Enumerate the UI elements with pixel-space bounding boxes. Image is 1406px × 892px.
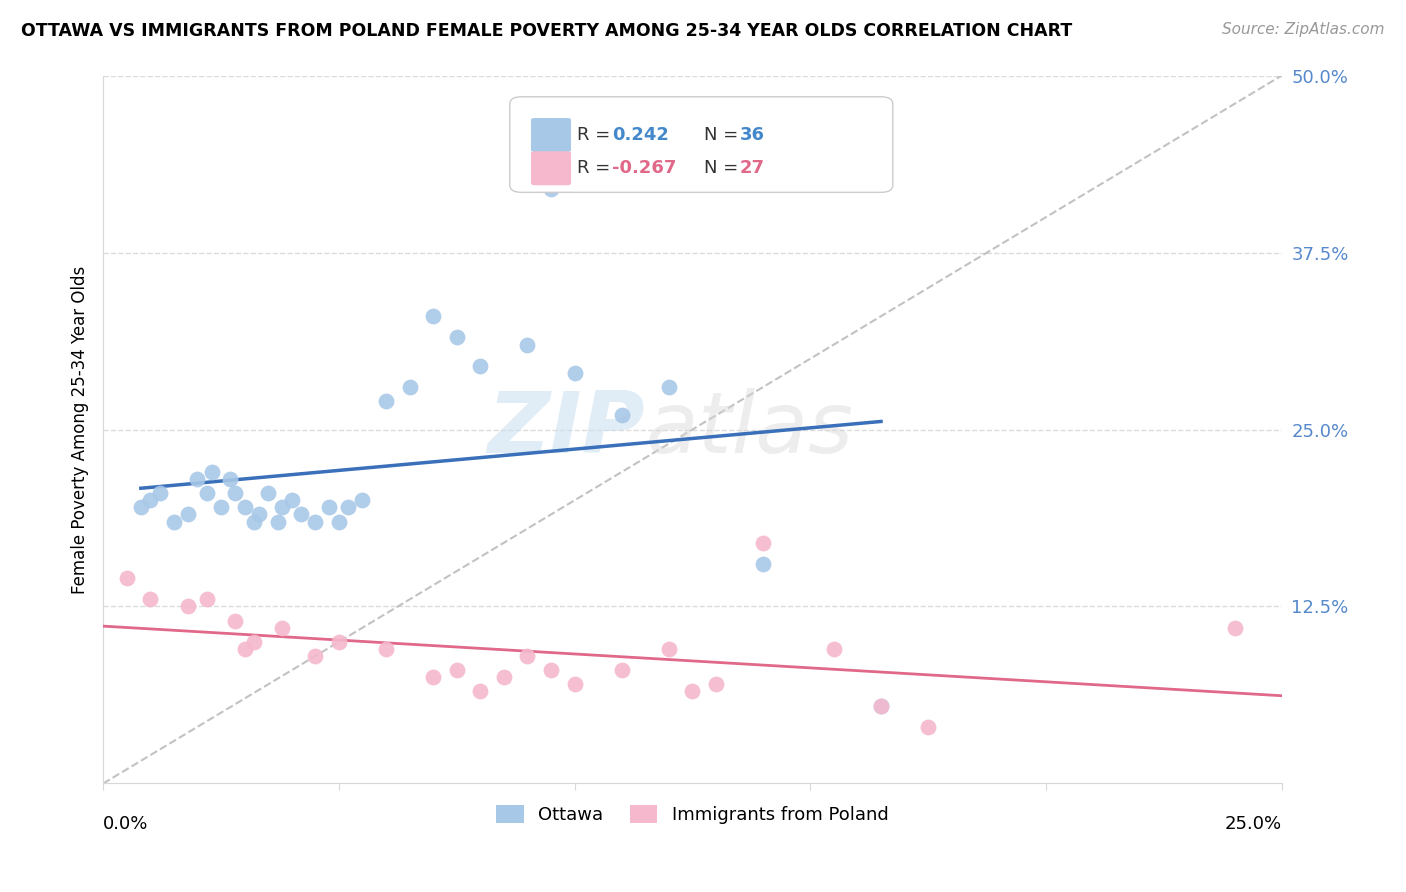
Text: R =: R = — [576, 126, 616, 144]
Point — [224, 486, 246, 500]
Point — [422, 310, 444, 324]
Point — [516, 337, 538, 351]
Point — [516, 648, 538, 663]
Point — [149, 486, 172, 500]
Point — [139, 592, 162, 607]
Point — [470, 359, 492, 373]
Text: 25.0%: 25.0% — [1225, 815, 1282, 833]
Point — [243, 635, 266, 649]
Point — [163, 515, 186, 529]
Point — [200, 465, 222, 479]
Text: N =: N = — [704, 126, 744, 144]
Point — [195, 592, 218, 607]
Point — [752, 535, 775, 549]
Point — [337, 500, 360, 515]
Point — [752, 557, 775, 571]
Point — [917, 720, 939, 734]
Point — [219, 472, 242, 486]
Point — [564, 677, 586, 691]
Point — [328, 515, 350, 529]
Text: OTTAWA VS IMMIGRANTS FROM POLAND FEMALE POVERTY AMONG 25-34 YEAR OLDS CORRELATIO: OTTAWA VS IMMIGRANTS FROM POLAND FEMALE … — [21, 22, 1073, 40]
Text: 0.0%: 0.0% — [103, 815, 149, 833]
Point — [492, 670, 515, 684]
Point — [243, 515, 266, 529]
Point — [304, 515, 326, 529]
Point — [209, 500, 232, 515]
Point — [280, 493, 302, 508]
Text: 27: 27 — [740, 160, 765, 178]
Text: R =: R = — [576, 160, 616, 178]
Text: -0.267: -0.267 — [612, 160, 676, 178]
Point — [304, 648, 326, 663]
FancyBboxPatch shape — [531, 152, 571, 186]
Point — [177, 508, 200, 522]
Point — [233, 642, 256, 657]
Point — [290, 508, 312, 522]
Point — [328, 635, 350, 649]
Text: Source: ZipAtlas.com: Source: ZipAtlas.com — [1222, 22, 1385, 37]
Point — [247, 508, 270, 522]
Point — [129, 500, 152, 515]
Text: atlas: atlas — [645, 388, 853, 471]
Point — [470, 684, 492, 698]
Point — [870, 698, 893, 713]
Point — [224, 614, 246, 628]
Point — [233, 500, 256, 515]
Text: ZIP: ZIP — [488, 388, 645, 471]
Point — [564, 366, 586, 380]
Point — [375, 394, 398, 409]
Point — [446, 330, 468, 344]
Point — [610, 409, 633, 423]
Point — [658, 642, 681, 657]
Point — [318, 500, 340, 515]
FancyBboxPatch shape — [510, 96, 893, 193]
Point — [704, 677, 727, 691]
Legend: Ottawa, Immigrants from Poland: Ottawa, Immigrants from Poland — [489, 797, 896, 831]
Point — [139, 493, 162, 508]
Text: 0.242: 0.242 — [612, 126, 669, 144]
Point — [610, 663, 633, 677]
Point — [422, 670, 444, 684]
Point — [375, 642, 398, 657]
Point — [271, 500, 294, 515]
Point — [352, 493, 374, 508]
Point — [540, 182, 562, 196]
Point — [177, 599, 200, 614]
Point — [658, 380, 681, 394]
Text: N =: N = — [704, 160, 744, 178]
Point — [115, 571, 138, 585]
Point — [540, 663, 562, 677]
Point — [195, 486, 218, 500]
Point — [257, 486, 280, 500]
Point — [266, 515, 288, 529]
Point — [186, 472, 208, 486]
Point — [681, 684, 703, 698]
Point — [1223, 621, 1246, 635]
Point — [870, 698, 893, 713]
FancyBboxPatch shape — [531, 118, 571, 152]
Point — [823, 642, 845, 657]
Point — [271, 621, 294, 635]
Point — [398, 380, 420, 394]
Point — [446, 663, 468, 677]
Text: 36: 36 — [740, 126, 765, 144]
Y-axis label: Female Poverty Among 25-34 Year Olds: Female Poverty Among 25-34 Year Olds — [72, 266, 89, 594]
